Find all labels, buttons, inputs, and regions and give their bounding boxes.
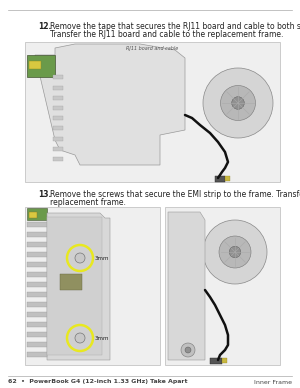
Text: Remove the screws that secure the EMI strip to the frame. Transfer the EMI strip: Remove the screws that secure the EMI st… [50, 190, 300, 199]
Circle shape [75, 253, 85, 263]
Bar [53, 147, 63, 151]
Circle shape [229, 246, 241, 258]
Circle shape [219, 236, 251, 268]
Bar [29, 212, 37, 218]
Bar [222, 358, 227, 363]
Bar [27, 222, 47, 227]
Bar [25, 207, 160, 365]
Bar [27, 208, 47, 220]
Circle shape [203, 220, 267, 284]
Bar [225, 176, 230, 181]
Polygon shape [168, 212, 205, 360]
Bar [165, 207, 280, 365]
Bar [27, 262, 47, 267]
Bar [53, 106, 63, 110]
Circle shape [75, 333, 85, 343]
Circle shape [203, 68, 273, 138]
Circle shape [185, 347, 191, 353]
Text: replacement frame.: replacement frame. [50, 198, 126, 207]
Bar [27, 322, 47, 327]
Text: RJ11 board and cable: RJ11 board and cable [126, 46, 178, 51]
Bar [53, 126, 63, 130]
Text: 12.: 12. [38, 22, 51, 31]
Text: Inner Frame: Inner Frame [254, 379, 292, 385]
Bar [27, 272, 47, 277]
Bar [27, 332, 47, 337]
Polygon shape [35, 44, 185, 165]
Bar [27, 352, 47, 357]
Bar [27, 252, 47, 257]
Bar [27, 232, 47, 237]
Bar [210, 358, 222, 364]
Text: 62  •  PowerBook G4 (12-inch 1.33 GHz) Take Apart: 62 • PowerBook G4 (12-inch 1.33 GHz) Tak… [8, 379, 188, 385]
Bar [53, 137, 63, 141]
Bar [53, 157, 63, 161]
Bar [27, 242, 47, 247]
Bar [27, 312, 47, 317]
Bar [53, 75, 63, 79]
Bar [27, 292, 47, 297]
Text: 3mm: 3mm [95, 256, 109, 260]
Bar [27, 302, 47, 307]
Circle shape [232, 97, 244, 109]
Text: Transfer the RJ11 board and cable to the replacement frame.: Transfer the RJ11 board and cable to the… [50, 30, 284, 39]
Bar [29, 61, 41, 69]
Bar [27, 55, 55, 77]
Bar [53, 116, 63, 120]
Polygon shape [47, 213, 110, 360]
Circle shape [220, 85, 256, 121]
Text: 13.: 13. [38, 190, 51, 199]
Bar [27, 342, 47, 347]
Bar [25, 42, 280, 182]
Bar [53, 96, 63, 100]
Bar [60, 274, 82, 290]
Bar [215, 176, 225, 182]
Bar [27, 282, 47, 287]
Bar [53, 86, 63, 90]
Circle shape [181, 343, 195, 357]
Bar [47, 217, 102, 355]
Text: Remove the tape that secures the RJ11 board and cable to both sides of the frame: Remove the tape that secures the RJ11 bo… [50, 22, 300, 31]
Text: 3mm: 3mm [95, 336, 109, 341]
